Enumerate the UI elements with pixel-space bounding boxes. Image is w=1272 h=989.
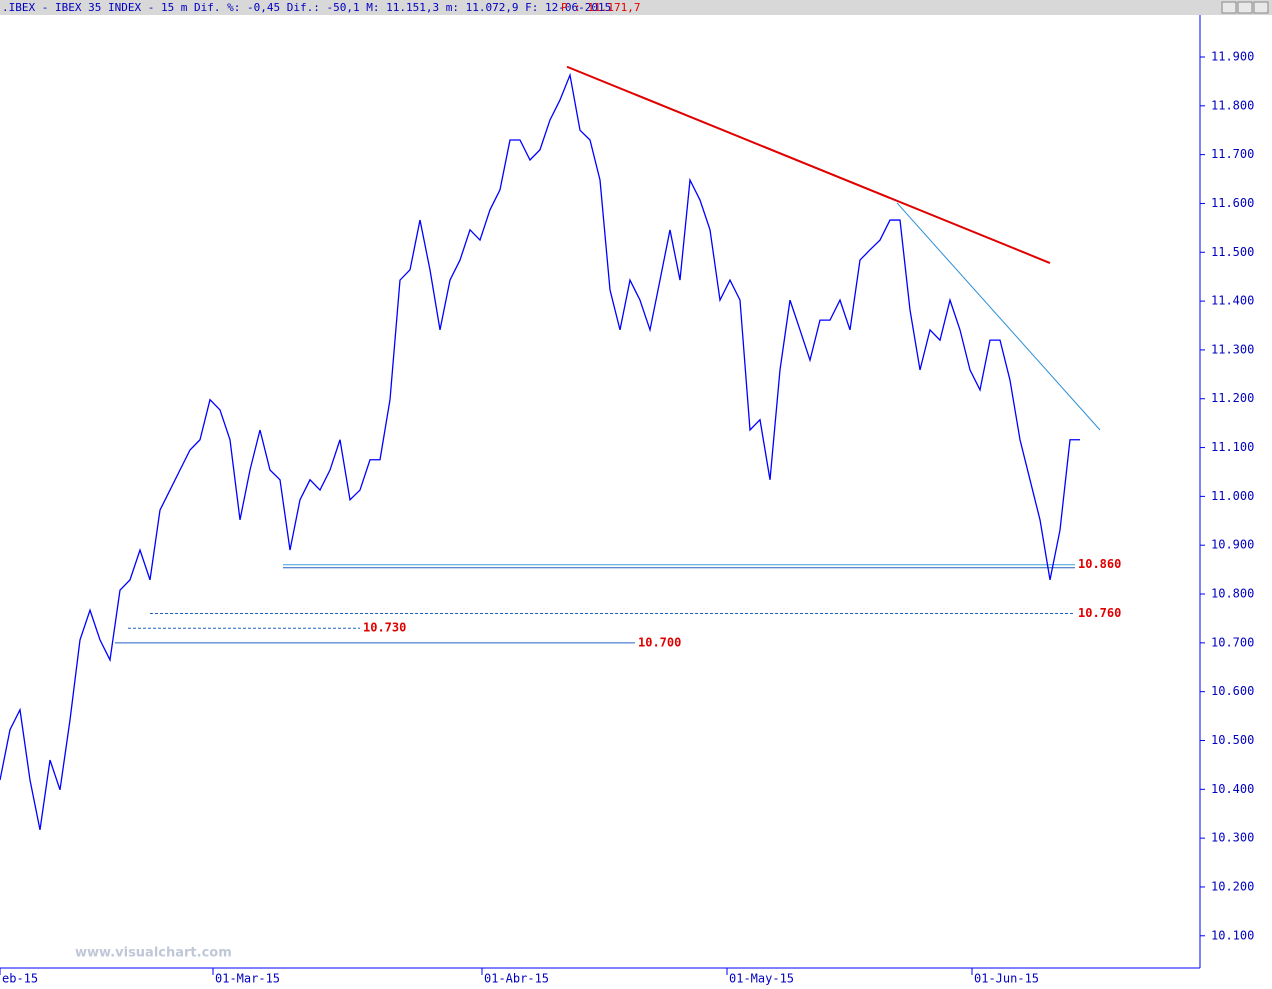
y-tick-label: 11.400 [1211, 294, 1254, 308]
y-tick-label: 10.700 [1211, 635, 1254, 649]
price-line [0, 72, 1080, 830]
minimize-button[interactable] [1221, 1, 1237, 14]
x-tick-label: 01-May-15 [729, 972, 794, 986]
x-tick-label: 01-Mar-15 [215, 972, 280, 986]
y-tick-label: 11.900 [1211, 49, 1254, 63]
y-tick-label: 10.900 [1211, 538, 1254, 552]
maximize-button[interactable] [1237, 1, 1253, 14]
level-label: 10.700 [638, 635, 681, 649]
y-tick-label: 10.400 [1211, 782, 1254, 796]
y-tick-label: 11.500 [1211, 245, 1254, 259]
y-tick-label: 11.800 [1211, 98, 1254, 112]
window-buttons[interactable] [1221, 1, 1269, 14]
x-tick-label: 01-Abr-15 [484, 972, 549, 986]
y-tick-label: 11.100 [1211, 440, 1254, 454]
close-button[interactable] [1253, 1, 1269, 14]
y-tick-label: 11.300 [1211, 342, 1254, 356]
y-tick-label: 10.200 [1211, 879, 1254, 893]
y-tick-label: 10.800 [1211, 587, 1254, 601]
y-tick-label: 11.000 [1211, 489, 1254, 503]
y-tick-label: 10.600 [1211, 684, 1254, 698]
y-tick-label: 10.500 [1211, 733, 1254, 747]
header-text: .IBEX - IBEX 35 INDEX - 15 m Dif. %: -0,… [2, 1, 611, 14]
level-label: 10.760 [1078, 606, 1121, 620]
x-tick-label: eb-15 [2, 972, 38, 986]
x-tick-label: 01-Jun-15 [974, 972, 1039, 986]
y-tick-label: 11.600 [1211, 196, 1254, 210]
y-tick-label: 10.100 [1211, 928, 1254, 942]
watermark: www.visualchart.com [75, 946, 232, 961]
y-tick-label: 11.700 [1211, 147, 1254, 161]
y-tick-label: 11.200 [1211, 391, 1254, 405]
y-tick-label: 10.300 [1211, 831, 1254, 845]
trend-line [896, 202, 1101, 431]
trend-line [566, 65, 1051, 264]
level-label: 10.860 [1078, 557, 1121, 571]
level-label: 10.730 [363, 621, 406, 635]
header-price: P : 11.171,7 [561, 1, 640, 14]
header-bar [0, 0, 1272, 15]
